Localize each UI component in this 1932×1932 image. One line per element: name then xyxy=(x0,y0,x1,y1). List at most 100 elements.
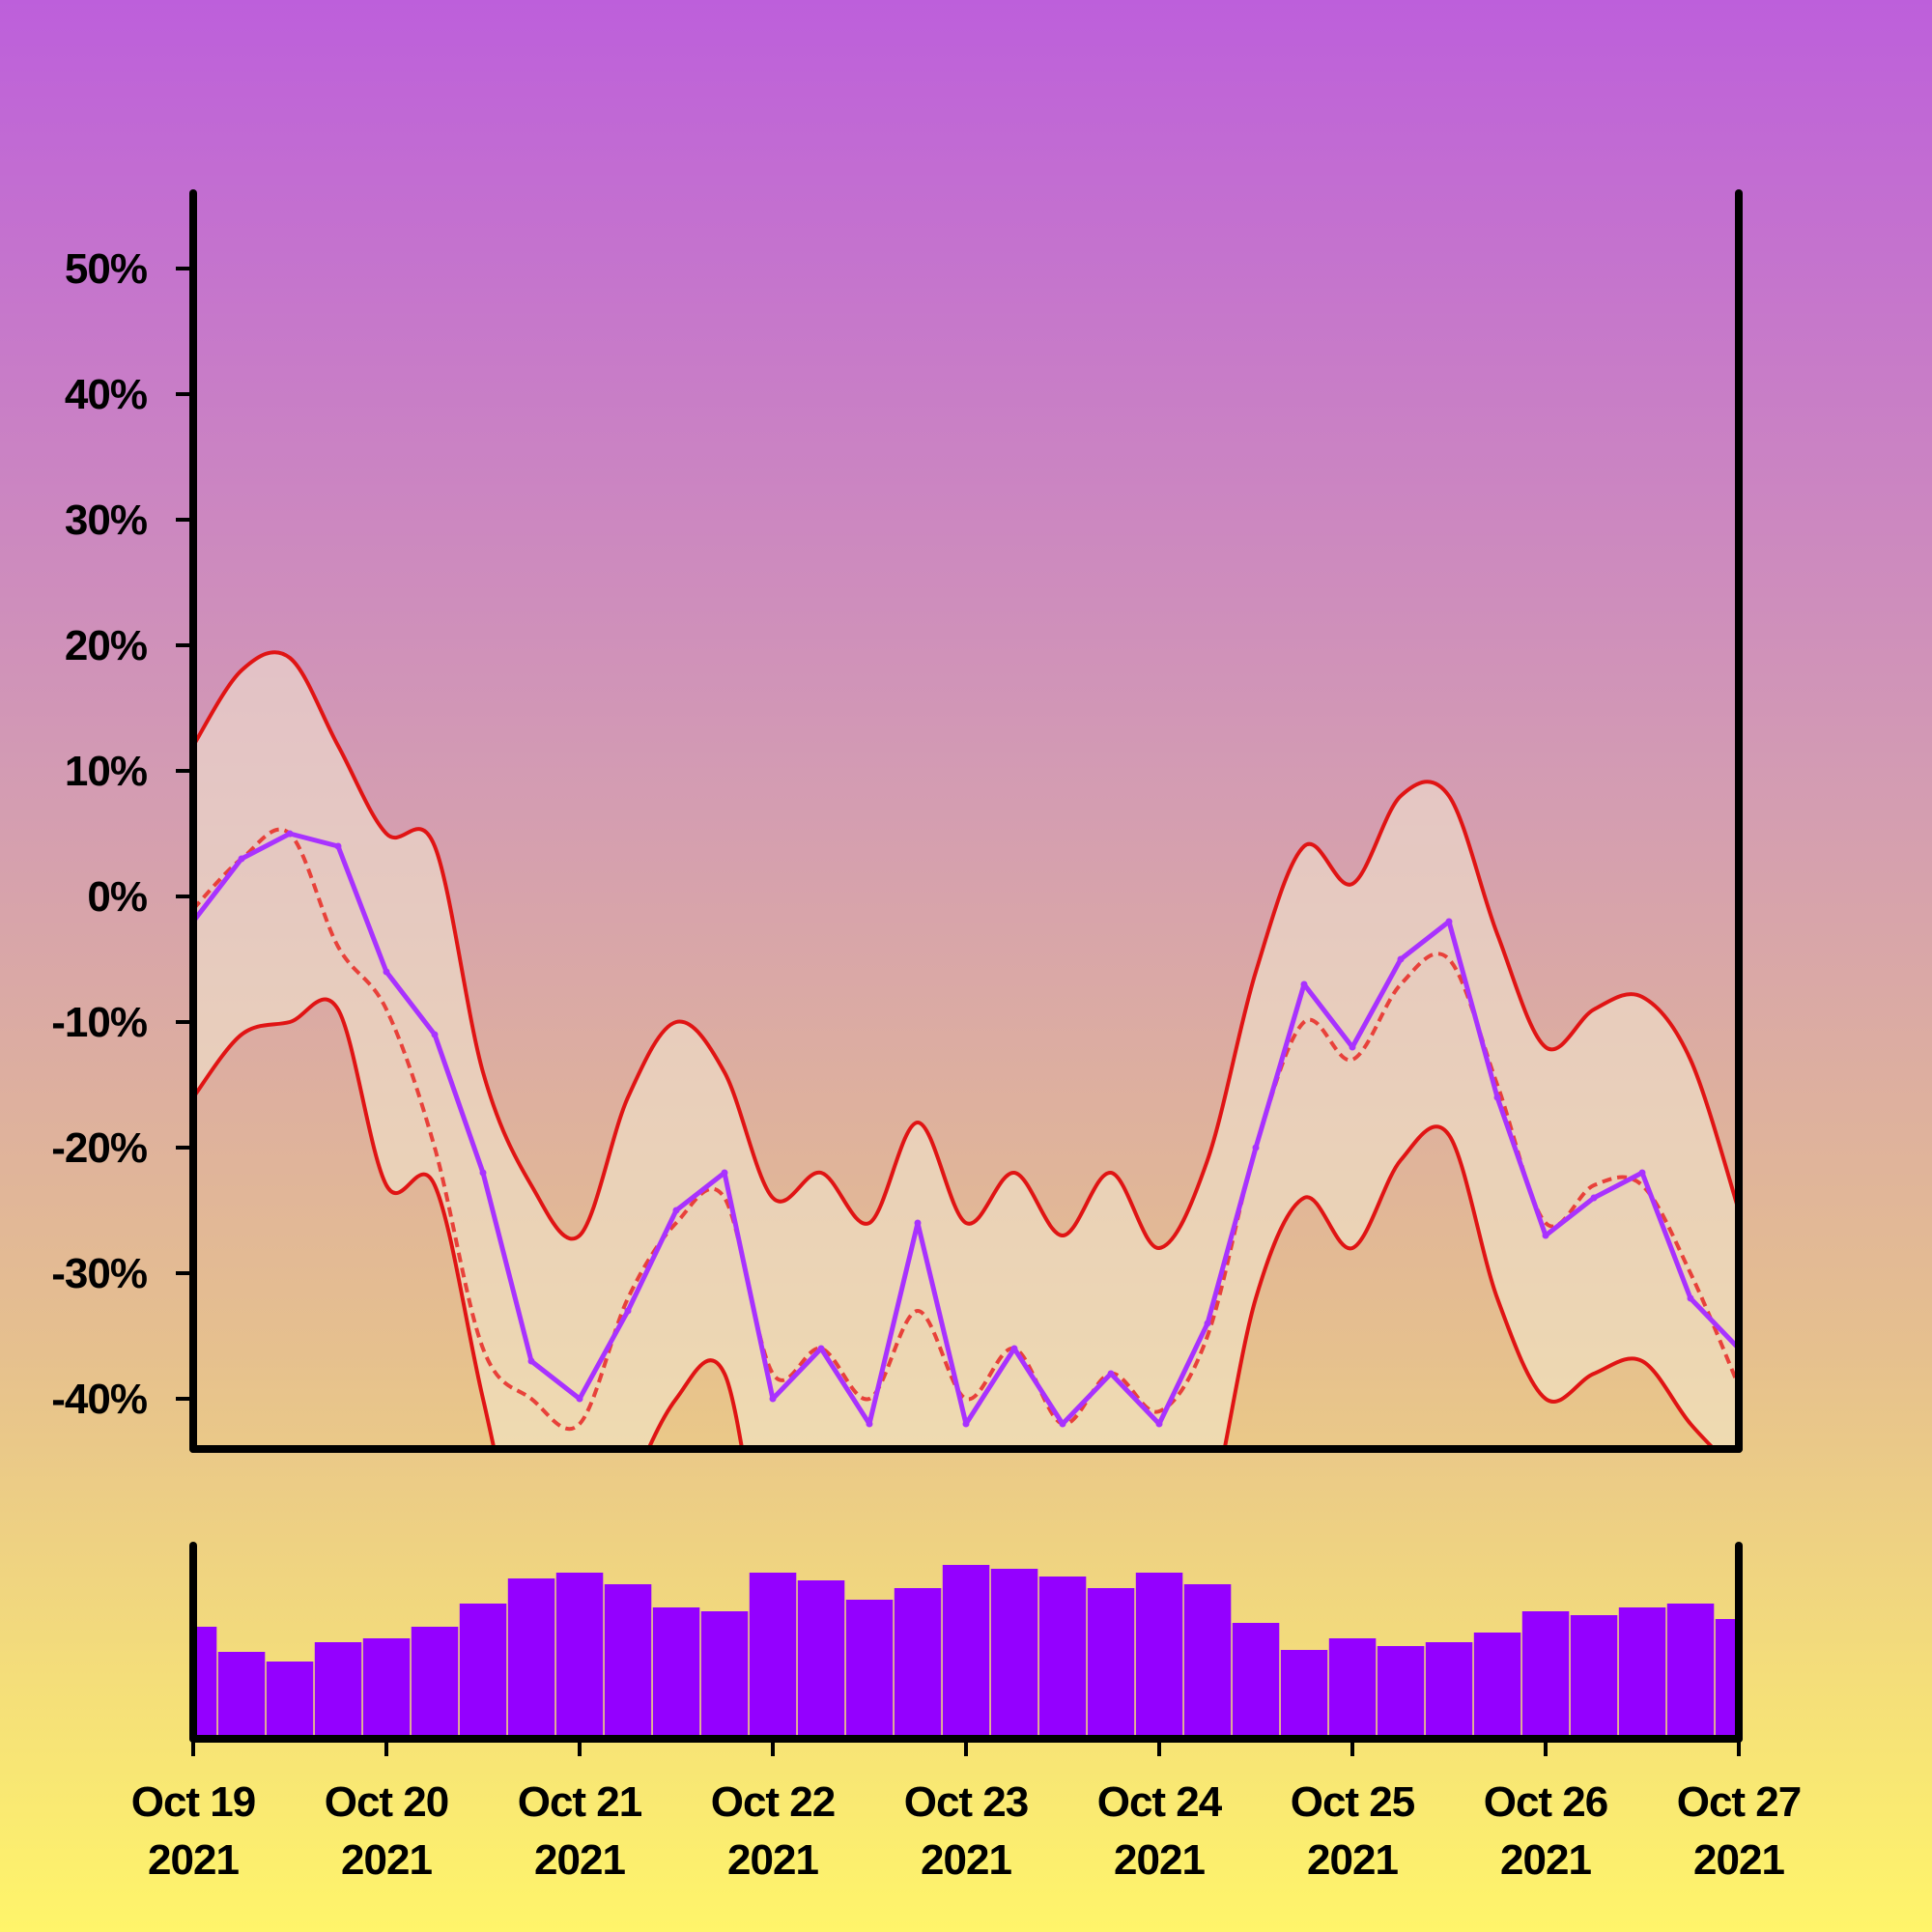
x-tick-year-6: 2021 xyxy=(1307,1836,1398,1884)
volume-bar-28 xyxy=(1521,1611,1570,1739)
volume-bar-20 xyxy=(1135,1573,1183,1739)
price-point-1 xyxy=(238,855,245,863)
y-tick-label-0: 50% xyxy=(65,245,147,293)
y-tick-label-1: 40% xyxy=(65,371,147,418)
volume-bar-5 xyxy=(411,1627,459,1739)
x-tick-year-5: 2021 xyxy=(1114,1836,1205,1884)
price-point-23 xyxy=(1300,980,1308,988)
volume-bar-7 xyxy=(507,1578,555,1739)
volume-bar-32 xyxy=(1715,1619,1739,1739)
volume-bar-2 xyxy=(266,1662,314,1739)
volume-plot-area xyxy=(193,1565,1739,1739)
y-tick-label-6: -10% xyxy=(51,999,147,1046)
y-tick-label-3: 20% xyxy=(65,622,147,669)
x-tick-label-2: Oct 21 xyxy=(518,1778,642,1826)
volume-bar-1 xyxy=(217,1652,266,1739)
price-point-9 xyxy=(624,1307,632,1315)
price-point-12 xyxy=(769,1395,777,1403)
price-point-5 xyxy=(431,1031,439,1038)
volume-bar-30 xyxy=(1618,1607,1666,1739)
x-tick-label-7: Oct 26 xyxy=(1484,1778,1608,1826)
price-point-24 xyxy=(1349,1043,1356,1051)
volume-bar-3 xyxy=(314,1642,362,1739)
price-point-31 xyxy=(1687,1294,1694,1302)
volume-bar-8 xyxy=(555,1573,604,1739)
x-tick-year-2: 2021 xyxy=(534,1836,625,1884)
band-lower-line xyxy=(193,997,1717,1449)
y-tick-label-8: -30% xyxy=(51,1250,147,1297)
price-point-11 xyxy=(721,1169,728,1177)
x-tick-label-8: Oct 27 xyxy=(1677,1778,1802,1826)
volume-bar-22 xyxy=(1232,1623,1280,1739)
volume-bar-6 xyxy=(459,1604,507,1739)
volume-bar-13 xyxy=(797,1580,845,1739)
price-point-29 xyxy=(1590,1194,1598,1202)
volume-bar-14 xyxy=(845,1600,894,1739)
x-tick-year-3: 2021 xyxy=(727,1836,818,1884)
y-tick-label-7: -20% xyxy=(51,1124,147,1172)
price-point-4 xyxy=(383,968,390,976)
x-tick-label-1: Oct 20 xyxy=(325,1778,449,1826)
price-point-19 xyxy=(1107,1370,1115,1378)
price-point-3 xyxy=(334,842,342,850)
y-tick-label-5: 0% xyxy=(87,873,147,921)
volume-bar-26 xyxy=(1425,1642,1473,1739)
volume-bar-15 xyxy=(894,1588,942,1739)
price-axes: 50% 40% 30% 20% 10% 0% -10% -20% -30% -40% xyxy=(51,189,1743,1453)
volume-bar-25 xyxy=(1377,1646,1425,1739)
volume-bar-21 xyxy=(1183,1584,1232,1739)
price-point-10 xyxy=(672,1207,680,1214)
y-tick-label-4: 10% xyxy=(65,748,147,795)
price-point-28 xyxy=(1542,1232,1549,1239)
volume-bar-17 xyxy=(990,1569,1038,1739)
price-point-26 xyxy=(1445,918,1453,925)
price-point-15 xyxy=(914,1219,922,1227)
volume-bar-12 xyxy=(749,1573,797,1739)
price-point-27 xyxy=(1493,1094,1501,1101)
price-plot-area xyxy=(193,650,1739,1449)
band-upper-line xyxy=(193,650,1739,1250)
price-point-7 xyxy=(527,1357,535,1365)
volume-bar-9 xyxy=(604,1584,652,1739)
x-tick-label-3: Oct 22 xyxy=(711,1778,836,1826)
price-point-6 xyxy=(479,1169,487,1177)
price-point-20 xyxy=(1155,1420,1163,1428)
price-point-13 xyxy=(817,1345,825,1352)
volume-bar-19 xyxy=(1087,1588,1135,1739)
x-tick-label-0: Oct 19 xyxy=(131,1778,256,1826)
volume-bar-18 xyxy=(1038,1577,1087,1739)
price-panel: 50% 40% 30% 20% 10% 0% -10% -20% -30% -40% xyxy=(51,189,1743,1453)
y-tick-label-2: 30% xyxy=(65,497,147,544)
price-point-21 xyxy=(1204,1320,1211,1327)
x-tick-label-4: Oct 23 xyxy=(904,1778,1029,1826)
x-tick-year-0: 2021 xyxy=(148,1836,239,1884)
band-fill xyxy=(193,652,1739,1449)
x-tick-label-6: Oct 25 xyxy=(1291,1778,1415,1826)
price-point-18 xyxy=(1059,1420,1066,1428)
x-tick-year-4: 2021 xyxy=(921,1836,1011,1884)
price-point-22 xyxy=(1252,1144,1260,1151)
x-tick-year-1: 2021 xyxy=(341,1836,432,1884)
x-tick-year-8: 2021 xyxy=(1693,1836,1784,1884)
volume-axes: Oct 19 2021 Oct 20 2021 Oct 21 2021 Oct 22 2021… xyxy=(131,1542,1802,1884)
volume-bar-29 xyxy=(1570,1615,1618,1739)
volume-bar-11 xyxy=(700,1611,749,1739)
price-point-2 xyxy=(286,830,294,838)
volume-bar-24 xyxy=(1328,1638,1377,1739)
volume-bar-16 xyxy=(942,1565,990,1739)
price-point-25 xyxy=(1397,955,1405,963)
price-point-16 xyxy=(962,1420,970,1428)
volume-bar-0 xyxy=(193,1627,217,1739)
volume-bar-27 xyxy=(1473,1633,1521,1739)
volume-bar-10 xyxy=(652,1607,700,1739)
x-tick-year-7: 2021 xyxy=(1500,1836,1591,1884)
price-point-14 xyxy=(866,1420,873,1428)
price-point-17 xyxy=(1010,1345,1018,1352)
volume-bar-4 xyxy=(362,1638,411,1739)
volume-panel: Oct 19 2021 Oct 20 2021 Oct 21 2021 Oct 22 2021… xyxy=(131,1542,1802,1884)
volume-bar-23 xyxy=(1280,1650,1328,1739)
price-point-8 xyxy=(576,1395,583,1403)
y-tick-label-9: -40% xyxy=(51,1376,147,1423)
x-tick-label-5: Oct 24 xyxy=(1097,1778,1223,1826)
price-point-30 xyxy=(1638,1169,1646,1177)
